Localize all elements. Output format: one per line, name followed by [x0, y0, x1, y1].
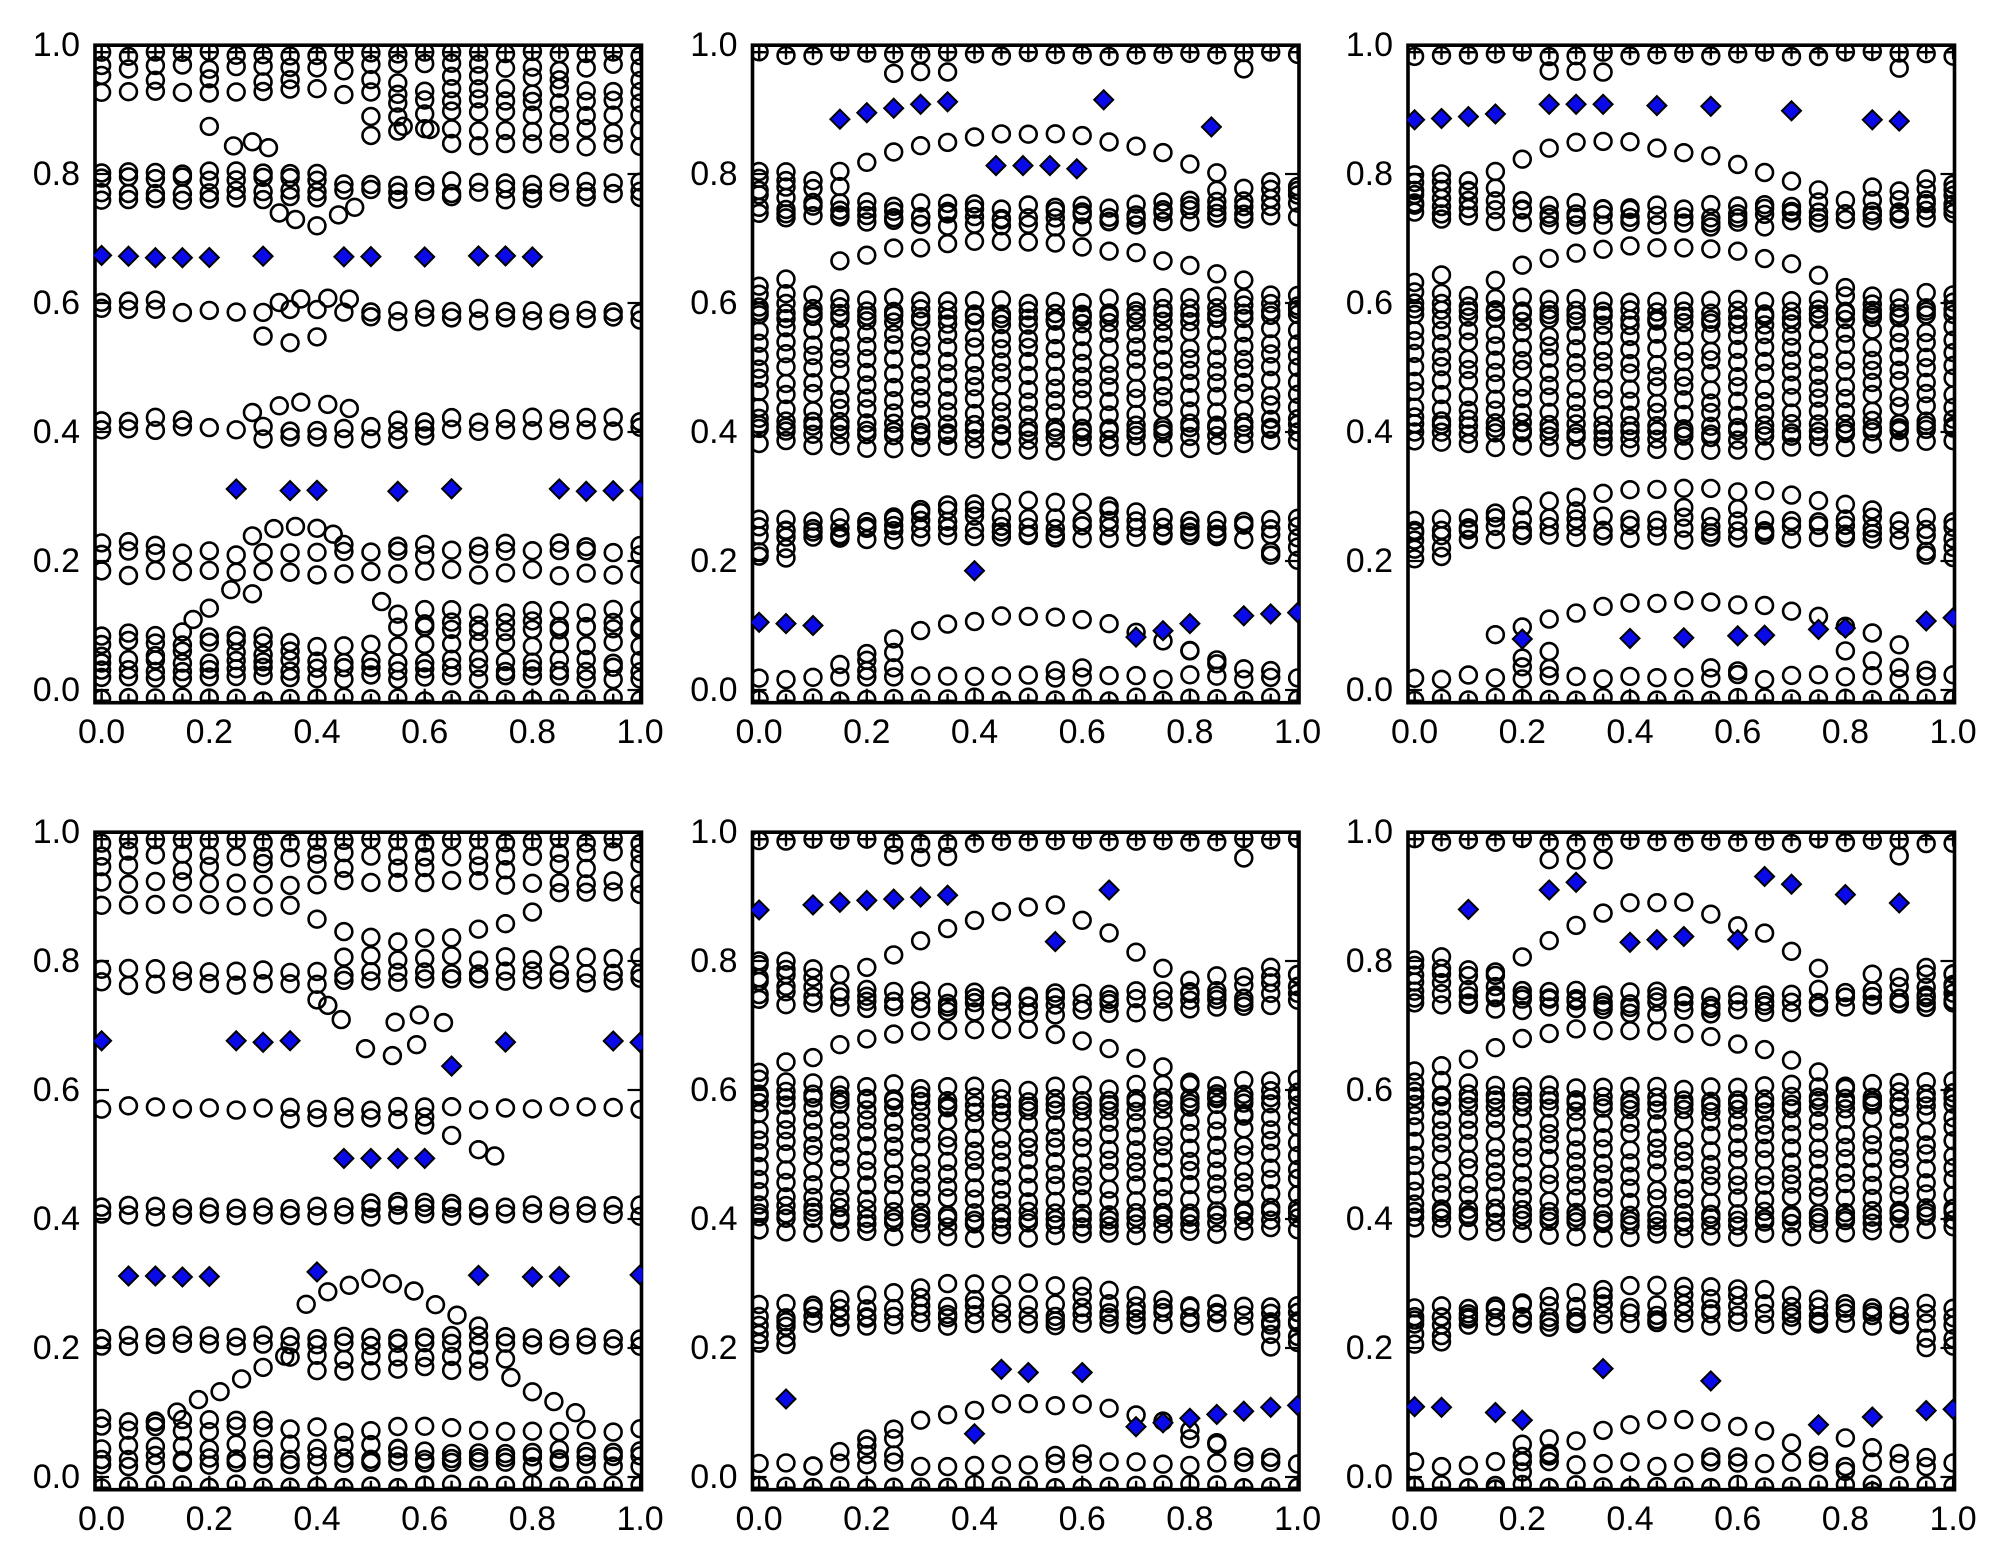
- svg-text:0.0: 0.0: [1346, 1458, 1393, 1496]
- svg-text:0.6: 0.6: [401, 1500, 448, 1538]
- svg-text:0.6: 0.6: [1059, 1500, 1106, 1538]
- svg-text:0.8: 0.8: [1822, 713, 1869, 751]
- svg-text:0.0: 0.0: [1391, 713, 1438, 751]
- svg-text:0.8: 0.8: [1346, 942, 1393, 980]
- svg-text:0.8: 0.8: [1346, 155, 1393, 193]
- svg-text:0.2: 0.2: [843, 1500, 890, 1538]
- svg-text:0.4: 0.4: [690, 1200, 737, 1238]
- svg-text:0.6: 0.6: [401, 713, 448, 751]
- svg-text:0.4: 0.4: [293, 1500, 340, 1538]
- svg-text:1.0: 1.0: [616, 1500, 663, 1538]
- svg-text:0.4: 0.4: [690, 413, 737, 451]
- svg-text:0.0: 0.0: [78, 1500, 125, 1538]
- svg-text:0.4: 0.4: [33, 413, 80, 451]
- svg-text:0.6: 0.6: [1714, 713, 1761, 751]
- svg-text:0.4: 0.4: [1606, 1500, 1653, 1538]
- svg-text:0.8: 0.8: [33, 942, 80, 980]
- svg-text:0.8: 0.8: [509, 713, 556, 751]
- svg-text:1.0: 1.0: [1929, 1500, 1976, 1538]
- svg-text:0.0: 0.0: [33, 671, 80, 709]
- svg-text:1.0: 1.0: [616, 713, 663, 751]
- svg-text:0.2: 0.2: [1499, 713, 1546, 751]
- svg-text:0.2: 0.2: [33, 1329, 80, 1367]
- svg-text:0.6: 0.6: [1059, 713, 1106, 751]
- svg-text:0.8: 0.8: [690, 942, 737, 980]
- svg-text:0.2: 0.2: [843, 713, 890, 751]
- svg-text:0.2: 0.2: [186, 1500, 233, 1538]
- svg-text:1.0: 1.0: [33, 813, 80, 851]
- svg-text:0.4: 0.4: [1346, 413, 1393, 451]
- svg-text:1.0: 1.0: [690, 813, 737, 851]
- svg-text:0.4: 0.4: [951, 1500, 998, 1538]
- svg-text:0.8: 0.8: [1166, 713, 1213, 751]
- svg-text:0.2: 0.2: [690, 542, 737, 580]
- svg-text:0.6: 0.6: [1714, 1500, 1761, 1538]
- svg-text:0.4: 0.4: [951, 713, 998, 751]
- svg-text:0.2: 0.2: [1346, 542, 1393, 580]
- svg-text:0.4: 0.4: [1606, 713, 1653, 751]
- svg-text:0.0: 0.0: [735, 1500, 782, 1538]
- svg-text:0.6: 0.6: [690, 284, 737, 322]
- svg-text:0.8: 0.8: [1166, 1500, 1213, 1538]
- svg-text:1.0: 1.0: [1346, 26, 1393, 64]
- svg-text:0.8: 0.8: [690, 155, 737, 193]
- svg-text:1.0: 1.0: [690, 26, 737, 64]
- svg-text:0.2: 0.2: [690, 1329, 737, 1367]
- svg-text:0.4: 0.4: [33, 1200, 80, 1238]
- svg-text:0.6: 0.6: [33, 1071, 80, 1109]
- svg-text:0.2: 0.2: [33, 542, 80, 580]
- svg-text:1.0: 1.0: [1274, 713, 1321, 751]
- svg-text:1.0: 1.0: [1274, 1500, 1321, 1538]
- svg-text:0.2: 0.2: [1346, 1329, 1393, 1367]
- svg-text:1.0: 1.0: [1346, 813, 1393, 851]
- svg-text:0.6: 0.6: [1346, 1071, 1393, 1109]
- svg-text:0.2: 0.2: [186, 713, 233, 751]
- svg-text:0.6: 0.6: [1346, 284, 1393, 322]
- svg-text:0.8: 0.8: [509, 1500, 556, 1538]
- svg-text:0.0: 0.0: [1391, 1500, 1438, 1538]
- svg-text:0.6: 0.6: [690, 1071, 737, 1109]
- svg-text:1.0: 1.0: [33, 26, 80, 64]
- svg-text:0.0: 0.0: [78, 713, 125, 751]
- svg-text:0.4: 0.4: [293, 713, 340, 751]
- svg-text:0.0: 0.0: [735, 713, 782, 751]
- svg-text:0.2: 0.2: [1499, 1500, 1546, 1538]
- svg-text:0.8: 0.8: [1822, 1500, 1869, 1538]
- svg-text:0.0: 0.0: [33, 1458, 80, 1496]
- svg-text:0.8: 0.8: [33, 155, 80, 193]
- svg-text:0.0: 0.0: [690, 1458, 737, 1496]
- svg-text:0.6: 0.6: [33, 284, 80, 322]
- svg-text:0.4: 0.4: [1346, 1200, 1393, 1238]
- svg-text:0.0: 0.0: [690, 671, 737, 709]
- svg-text:1.0: 1.0: [1929, 713, 1976, 751]
- svg-text:0.0: 0.0: [1346, 671, 1393, 709]
